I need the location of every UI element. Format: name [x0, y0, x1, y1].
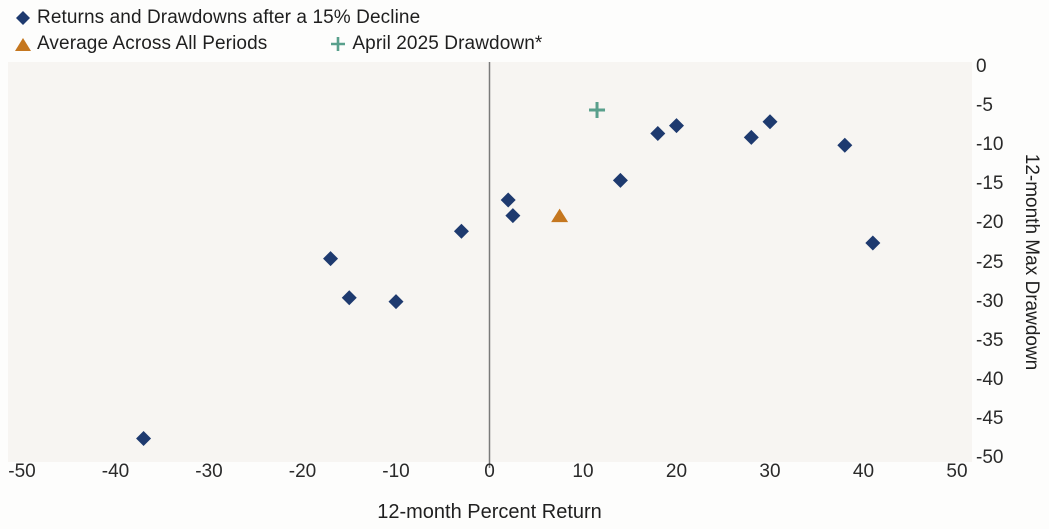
- legend-label-average: Average Across All Periods: [37, 33, 268, 54]
- y-axis-title: 12-month Max Drawdown: [1021, 153, 1042, 371]
- legend-item-returns: Returns and Drawdowns after a 15% Declin…: [14, 7, 420, 29]
- data-point-diamond: [669, 118, 684, 134]
- data-point-diamond: [743, 129, 759, 145]
- y-axis-tick-label: -10: [976, 134, 1004, 156]
- y-axis-tick-label: -45: [976, 407, 1004, 429]
- x-axis-tick-label: -20: [288, 461, 317, 482]
- legend-label-returns: Returns and Drawdowns after a 15% Declin…: [37, 7, 421, 28]
- x-axis-tick-label: 30: [759, 461, 781, 482]
- x-axis-tick-label: 50: [946, 461, 968, 482]
- y-axis-tick-label: -50: [976, 447, 1004, 468]
- data-point-diamond: [136, 430, 152, 446]
- x-axis-tick-label: 20: [665, 461, 688, 482]
- x-axis-tick-label: -30: [195, 461, 223, 482]
- data-point-diamond: [612, 172, 628, 188]
- x-axis-tick-label: -10: [382, 461, 410, 482]
- y-axis-tick-label: -15: [976, 173, 1004, 195]
- x-axis-tick-label: 0: [484, 461, 495, 482]
- y-axis-tick-label: -5: [976, 95, 993, 117]
- data-point-diamond: [453, 223, 469, 239]
- y-axis-tick-label: -30: [976, 290, 1004, 312]
- data-point-diamond: [650, 125, 666, 141]
- data-point-diamond: [762, 114, 778, 130]
- legend-item-april-2025: April 2025 Drawdown*: [329, 33, 542, 55]
- y-axis-tick-label: -20: [976, 212, 1004, 234]
- legend-label-april-2025: April 2025 Drawdown*: [352, 33, 543, 54]
- average-point-triangle: [551, 208, 569, 223]
- legend-item-average: Average Across All Periods: [14, 33, 267, 55]
- x-axis-tick-label: -50: [8, 461, 36, 482]
- y-axis-tick-label: -35: [976, 329, 1004, 351]
- april-2025-point-plus: [589, 102, 606, 119]
- data-point-diamond: [837, 137, 853, 153]
- y-axis-tick-label: -25: [976, 251, 1004, 273]
- x-axis-tick-label: -40: [101, 461, 130, 482]
- data-point-diamond: [388, 294, 404, 310]
- data-point-diamond: [505, 208, 521, 224]
- legend-row-1: Returns and Drawdowns after a 15% Declin…: [14, 5, 542, 31]
- x-axis-tick-label: 40: [852, 461, 875, 482]
- x-axis-tick-label: 10: [572, 461, 594, 482]
- data-point-diamond: [323, 251, 339, 267]
- data-point-diamond: [865, 235, 881, 251]
- chart-legend: Returns and Drawdowns after a 15% Declin…: [14, 5, 542, 57]
- data-point-diamond: [341, 290, 357, 306]
- x-axis-title: 12-month Percent Return: [377, 501, 602, 523]
- plus-legend-icon: [331, 37, 346, 51]
- data-point-diamond: [500, 192, 516, 208]
- diamond-legend-icon: [16, 11, 30, 25]
- legend-row-2: Average Across All Periods April 2025 Dr…: [14, 31, 542, 57]
- y-axis-tick-label: 0: [976, 56, 987, 77]
- triangle-legend-icon: [15, 38, 31, 51]
- y-axis-tick-label: -40: [976, 368, 1004, 390]
